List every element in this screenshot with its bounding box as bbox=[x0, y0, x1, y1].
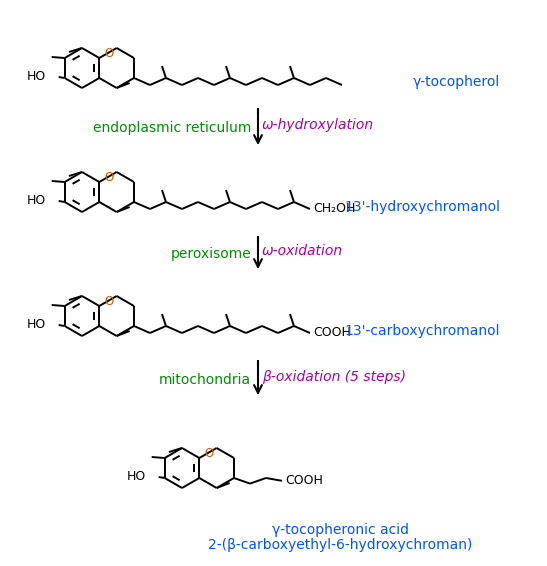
Text: O: O bbox=[104, 295, 114, 308]
Text: HO: HO bbox=[26, 194, 46, 207]
Text: O: O bbox=[104, 171, 114, 184]
Text: peroxisome: peroxisome bbox=[170, 247, 251, 261]
Text: HO: HO bbox=[26, 70, 46, 83]
Text: β-oxidation (5 steps): β-oxidation (5 steps) bbox=[262, 370, 406, 384]
Text: O: O bbox=[104, 47, 114, 60]
Text: ω-oxidation: ω-oxidation bbox=[262, 244, 343, 258]
Text: CH₂OH: CH₂OH bbox=[313, 203, 356, 216]
Text: 13'-carboxychromanol: 13'-carboxychromanol bbox=[345, 324, 500, 338]
Text: ω-hydroxylation: ω-hydroxylation bbox=[262, 118, 374, 132]
Text: HO: HO bbox=[126, 470, 146, 482]
Text: γ-tocopherol: γ-tocopherol bbox=[413, 75, 500, 89]
Text: mitochondria: mitochondria bbox=[159, 373, 251, 387]
Text: 2-(β-carboxyethyl-6-hydroxychroman): 2-(β-carboxyethyl-6-hydroxychroman) bbox=[208, 538, 472, 552]
Text: endoplasmic reticulum: endoplasmic reticulum bbox=[92, 121, 251, 135]
Text: COOH: COOH bbox=[285, 474, 323, 487]
Text: COOH: COOH bbox=[313, 327, 351, 340]
Text: HO: HO bbox=[26, 318, 46, 331]
Text: γ-tocopheronic acid: γ-tocopheronic acid bbox=[271, 523, 409, 537]
Text: 13'-hydroxychromanol: 13'-hydroxychromanol bbox=[344, 200, 500, 214]
Text: O: O bbox=[205, 447, 214, 460]
